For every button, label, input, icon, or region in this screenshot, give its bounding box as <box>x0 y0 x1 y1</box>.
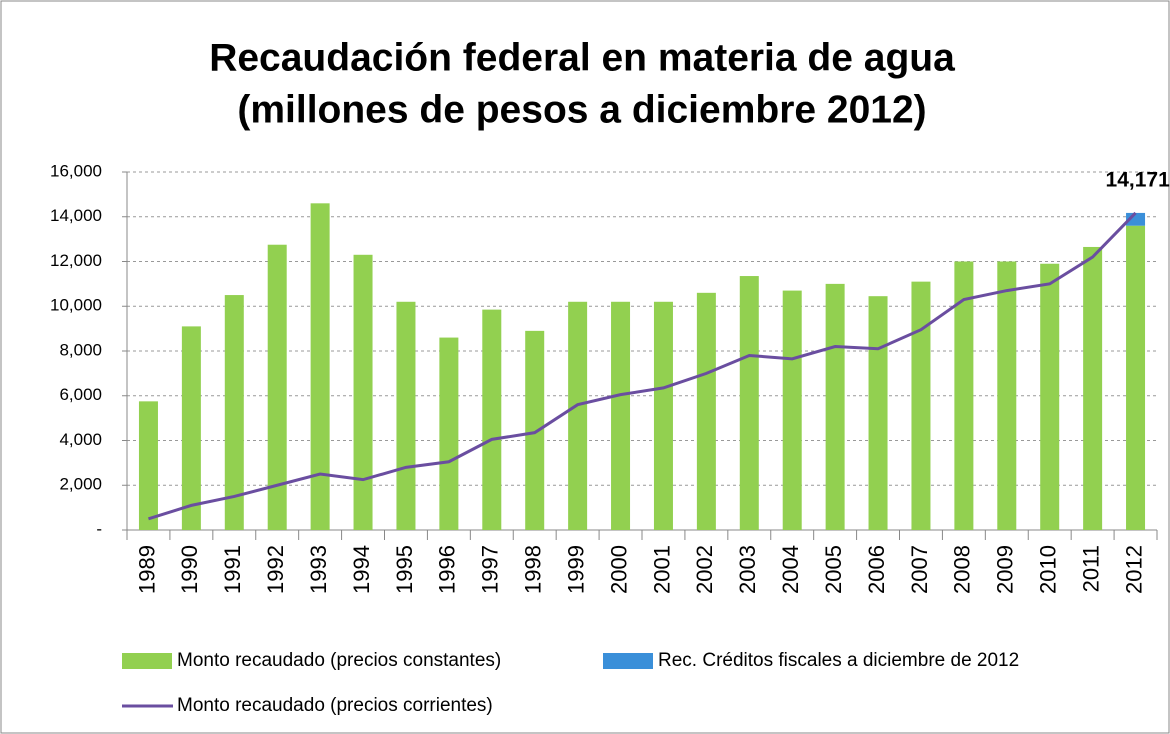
x-tick-label: 2007 <box>907 545 932 594</box>
y-tick-label: 10,000 <box>50 296 102 315</box>
annotation: 14,171 <box>1106 168 1170 191</box>
y-tick-label: 8,000 <box>59 340 102 359</box>
x-tick-label: 2002 <box>692 545 717 594</box>
x-tick-label: 2006 <box>864 545 889 594</box>
bar <box>739 276 759 530</box>
bar <box>782 290 802 530</box>
bar <box>439 337 459 530</box>
x-tick-label: 1999 <box>563 545 588 594</box>
x-tick-label: 1995 <box>392 545 417 594</box>
bar <box>181 326 201 530</box>
bar <box>396 301 416 530</box>
x-tick-label: 2001 <box>649 545 674 594</box>
bar <box>138 401 158 530</box>
x-tick-label: 1998 <box>521 545 546 594</box>
x-tick-label: 1997 <box>478 545 503 594</box>
x-tick-label: 1994 <box>349 545 374 594</box>
x-tick-label: 2003 <box>735 545 760 594</box>
legend-swatch <box>603 653 653 669</box>
legend-label: Monto recaudado (precios constantes) <box>177 650 501 671</box>
y-tick-label: - <box>96 519 102 538</box>
x-tick-label: 1993 <box>306 545 331 594</box>
bar <box>611 301 631 530</box>
x-tick-label: 1989 <box>134 545 159 594</box>
bar <box>911 281 931 530</box>
x-tick-label: 2004 <box>778 545 803 594</box>
x-tick-label: 2012 <box>1121 545 1146 594</box>
bar <box>997 261 1017 530</box>
bar <box>653 301 673 530</box>
bar <box>954 261 974 530</box>
x-tick-label: 1996 <box>435 545 460 594</box>
bar <box>310 203 330 530</box>
bar <box>696 292 716 530</box>
x-tick-label: 2008 <box>950 545 975 594</box>
bar <box>868 296 888 530</box>
bar <box>267 244 287 530</box>
y-tick-label: 16,000 <box>50 161 102 180</box>
chart-title: Recaudación federal en materia de agua <box>209 36 955 79</box>
line <box>148 211 1137 521</box>
legend-swatch <box>122 653 172 669</box>
x-tick-label: 2009 <box>993 545 1018 594</box>
y-tick-label: 4,000 <box>59 430 102 449</box>
legend-label: Monto recaudado (precios corrientes) <box>177 695 493 716</box>
y-tick-label: 14,000 <box>50 206 102 225</box>
bar <box>1040 263 1060 530</box>
bar <box>353 254 373 530</box>
x-tick-label: 1990 <box>177 545 202 594</box>
bar <box>1083 246 1103 531</box>
x-tick-label: 2010 <box>1036 545 1061 594</box>
x-tick-label: 1992 <box>263 545 288 594</box>
bar <box>825 283 845 530</box>
y-tick-label: 6,000 <box>59 385 102 404</box>
chart-title: (millones de pesos a diciembre 2012) <box>237 88 926 131</box>
bar <box>224 295 244 530</box>
bar <box>1126 225 1146 530</box>
bar <box>525 330 545 530</box>
x-tick-label: 2000 <box>606 545 631 594</box>
y-tick-label: 2,000 <box>59 475 102 494</box>
y-tick-label: 12,000 <box>50 251 102 270</box>
x-tick-label: 1991 <box>220 545 245 594</box>
bar <box>482 309 502 530</box>
x-tick-label: 2005 <box>821 545 846 594</box>
bar <box>568 301 588 530</box>
legend-label: Rec. Créditos fiscales a diciembre de 20… <box>658 650 1019 671</box>
x-tick-label: 2011 <box>1078 545 1103 592</box>
